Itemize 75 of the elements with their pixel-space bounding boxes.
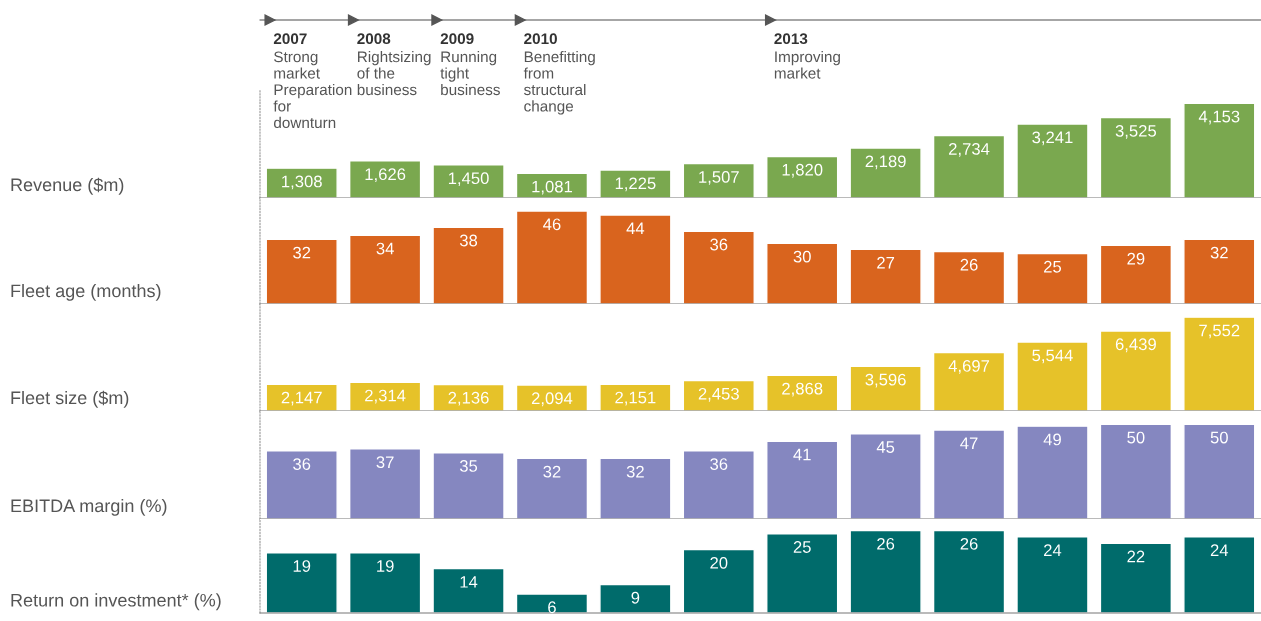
x-tick-label: 2007 (273, 33, 307, 45)
data-label: 37 (376, 456, 394, 469)
data-label: 1,308 (282, 175, 322, 190)
data-label: 50 (1210, 431, 1228, 444)
data-label: 32 (626, 465, 644, 478)
data-label: 3,241 (1032, 131, 1073, 146)
data-label: 32 (293, 246, 311, 259)
annotation: Strong market Preparation for downturn (273, 51, 352, 129)
data-label: 27 (877, 256, 895, 269)
y-axis-title: Return on investment* (%) (11, 593, 221, 611)
data-label: 24 (1210, 544, 1229, 556)
data-label: 25 (793, 541, 811, 553)
data-label: 22 (1127, 550, 1145, 563)
data-label: 2,189 (865, 155, 906, 170)
data-label: 32 (543, 465, 561, 478)
data-label: 26 (877, 537, 895, 550)
y-axis-title: Fleet age (months) (11, 283, 161, 301)
data-label: 4,697 (948, 360, 990, 374)
data-label: 2,151 (615, 391, 656, 406)
text: Improving market (774, 51, 840, 79)
x-tick-label: 2010 (524, 33, 557, 45)
data-label: 50 (1127, 431, 1145, 444)
data-label: 36 (293, 458, 311, 470)
y-axis-title: Revenue ($m) (11, 177, 124, 195)
data-label: 36 (710, 238, 728, 251)
data-label: 44 (626, 222, 645, 235)
data-label: 1,507 (699, 171, 739, 185)
text: Rightsizing of the business (357, 51, 431, 96)
data-label: 1,820 (782, 163, 823, 178)
data-label: 35 (459, 460, 478, 472)
y-axis-title: Fleet size ($m) (11, 390, 129, 408)
data-label: 9 (631, 591, 640, 604)
data-label: 47 (960, 437, 978, 449)
data-label: 5,544 (1032, 349, 1073, 364)
y-axis-title: EBITDA margin (%) (11, 498, 167, 516)
data-label: 36 (710, 458, 728, 470)
data-label: 46 (543, 218, 561, 231)
data-label: 2,314 (365, 389, 406, 404)
data-label: 6,439 (1115, 338, 1156, 353)
x-tick-label: 2013 (774, 33, 808, 45)
data-label: 1,081 (532, 180, 572, 195)
data-label: 25 (1044, 260, 1062, 273)
text: Running tight business (440, 51, 500, 96)
data-label: 2,147 (281, 391, 322, 406)
data-label: 26 (960, 537, 978, 550)
data-label: 6 (548, 601, 556, 614)
data-label: 2,094 (531, 392, 573, 407)
data-label: 32 (1210, 246, 1228, 259)
data-label: 30 (793, 250, 811, 263)
data-label: 41 (793, 448, 811, 461)
data-label: 19 (377, 560, 394, 572)
data-label: 29 (1127, 252, 1145, 265)
data-label: 45 (876, 441, 895, 453)
data-label: 49 (1043, 433, 1061, 446)
data-label: 4,153 (1198, 110, 1240, 125)
data-label: 1,450 (448, 172, 489, 187)
data-label: 38 (459, 234, 478, 247)
data-label: 3,596 (865, 373, 906, 388)
x-tick-label: 2009 (440, 33, 474, 45)
data-label: 14 (460, 576, 478, 588)
data-label: 1,225 (615, 177, 656, 192)
data-label: 3,525 (1115, 124, 1157, 139)
x-tick-label: 2008 (357, 33, 391, 45)
data-label: 1,626 (365, 168, 406, 183)
annotation: Benefitting from structural change (523, 51, 595, 115)
data-label: 2,734 (949, 143, 990, 157)
data-label: 20 (710, 556, 728, 569)
data-label: 7,552 (1199, 324, 1240, 339)
data-label: 2,136 (448, 391, 489, 406)
data-label: 19 (293, 560, 311, 572)
data-label: 2,868 (782, 382, 823, 397)
data-label: 26 (960, 258, 978, 271)
data-label: 24 (1044, 544, 1062, 556)
data-label: 34 (376, 242, 394, 255)
data-label: 2,453 (698, 387, 739, 402)
